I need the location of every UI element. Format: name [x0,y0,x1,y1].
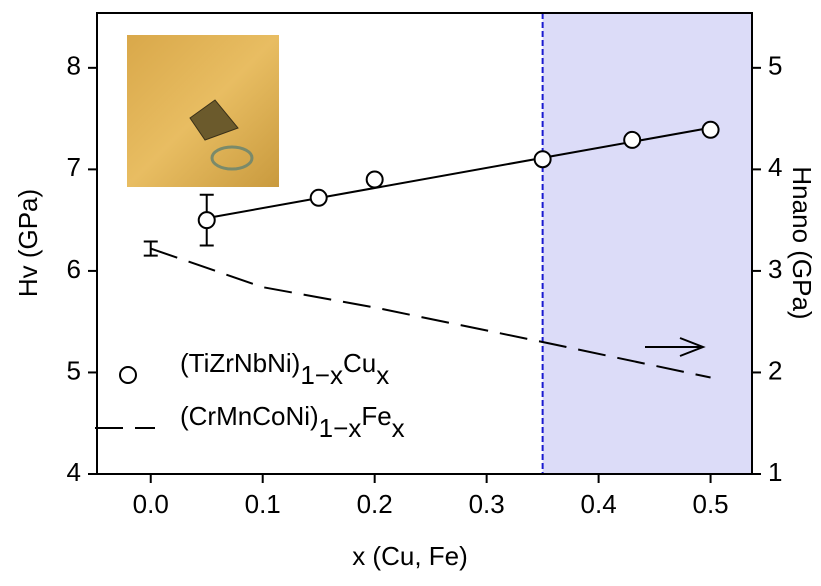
x-axis-label: x (Cu, Fe) [352,541,468,571]
legend-label-part: 1−x [319,413,362,443]
y2-axis-label: Hnano (GPa) [787,166,817,319]
inset-pyramid [189,99,239,141]
legend-label: (TiZrNbNi)1−xCux [180,348,389,390]
x-tick-label: 0.2 [357,489,393,519]
y2-tick-label: 5 [768,51,782,81]
x-tick-label: 0.3 [469,489,505,519]
legend-label-part: x [392,413,405,443]
legend-label-part: 1−x [300,360,343,390]
x-tick-label: 0.5 [692,489,728,519]
data-point [623,130,642,149]
data-point [197,211,216,230]
y2-tick-label: 3 [768,254,782,284]
legend-label-part: x [376,360,389,390]
legend-label-part: (TiZrNbNi) [180,348,300,378]
legend-label: (CrMnCoNi)1−xFex [180,401,405,443]
y2-tick-label: 4 [768,152,782,182]
legend-marker [119,366,137,384]
legend-label-part: Cu [343,348,376,378]
data-point [309,188,328,207]
y2-tick-label: 2 [768,355,782,385]
y2-tick-label: 1 [768,457,782,487]
y-tick-label: 7 [67,152,81,182]
y-tick-label: 8 [67,51,81,81]
background-layer [542,13,752,474]
inset-ring [210,145,254,171]
data-point [365,170,384,189]
y-tick-label: 5 [67,355,81,385]
legend-label-part: Fe [361,401,391,431]
x-tick-label: 0.4 [581,489,617,519]
shaded-region [542,13,752,474]
legend-label-part: (CrMnCoNi) [180,401,319,431]
x-tick-label: 0.1 [245,489,281,519]
data-point [701,120,720,139]
plot-frame [96,12,753,475]
arrow [645,337,706,357]
y-tick-label: 6 [67,254,81,284]
data-point [533,150,552,169]
x-tick-label: 0.0 [133,489,169,519]
data-line [150,247,711,379]
y-tick-label: 4 [67,457,81,487]
y-axis-label: Hv (GPa) [13,189,43,297]
